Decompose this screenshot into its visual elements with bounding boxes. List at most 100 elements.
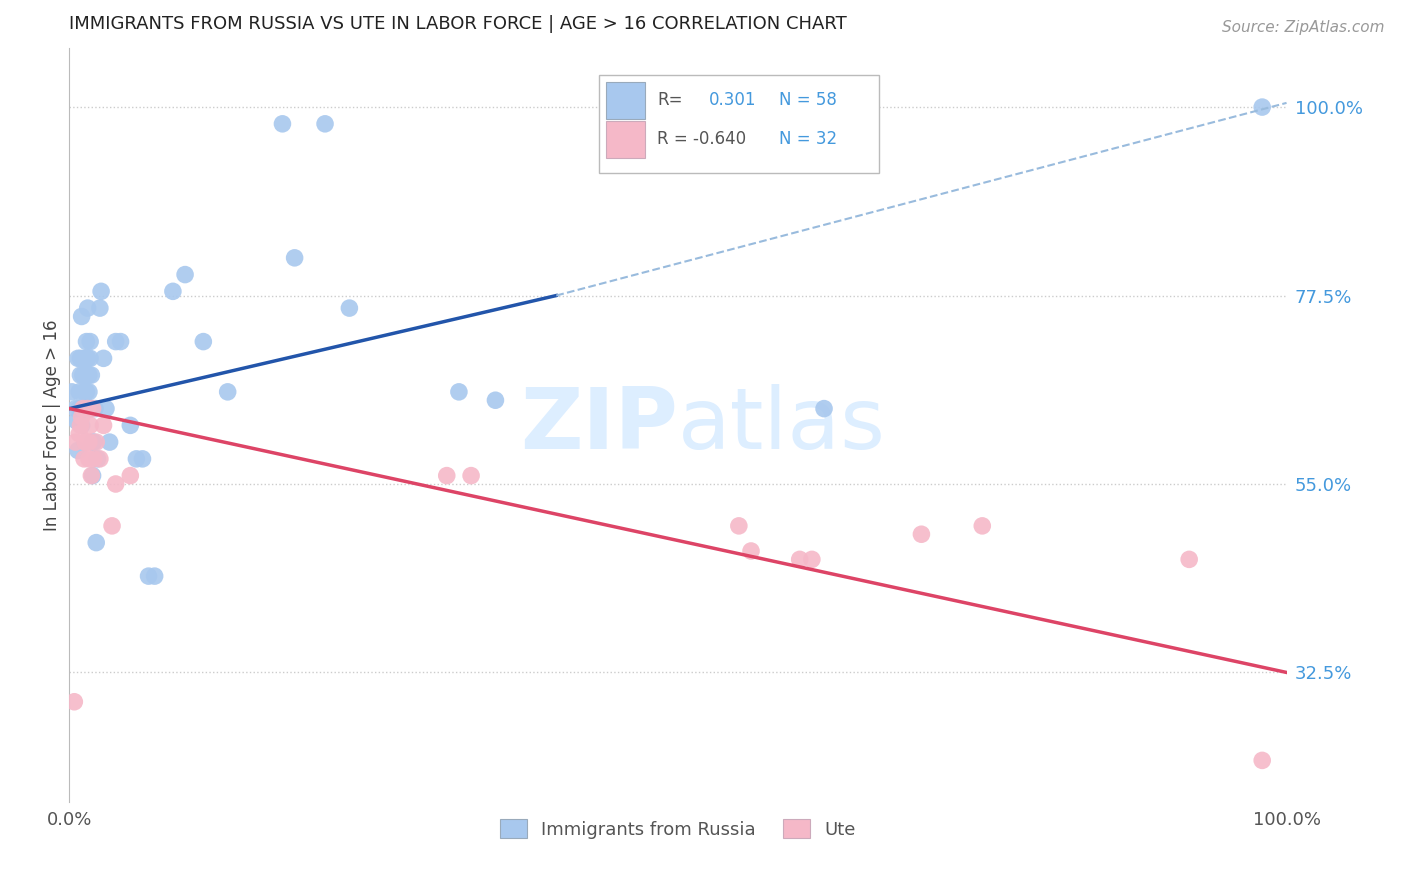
Point — [67, 426, 90, 441]
Point — [436, 468, 458, 483]
FancyBboxPatch shape — [606, 120, 645, 158]
Point — [1251, 100, 1274, 114]
Point — [89, 451, 111, 466]
Point — [65, 401, 87, 416]
Point — [484, 393, 506, 408]
Point — [73, 384, 96, 399]
Point — [72, 401, 94, 416]
Point — [789, 552, 811, 566]
Point — [120, 418, 142, 433]
Point — [337, 301, 360, 315]
Point — [93, 418, 115, 433]
Text: R=: R= — [658, 91, 683, 109]
Point — [75, 435, 97, 450]
Point — [143, 569, 166, 583]
Point — [125, 451, 148, 466]
Point — [70, 409, 93, 424]
Point — [84, 535, 107, 549]
Point — [90, 285, 112, 299]
Y-axis label: In Labor Force | Age > 16: In Labor Force | Age > 16 — [44, 319, 60, 531]
FancyBboxPatch shape — [599, 75, 879, 173]
Text: N = 58: N = 58 — [779, 91, 837, 109]
Point — [77, 384, 100, 399]
Point — [72, 401, 94, 416]
Point — [138, 569, 160, 583]
Point — [76, 401, 98, 416]
Point — [69, 418, 91, 433]
Point — [162, 285, 184, 299]
Point — [79, 418, 101, 433]
Point — [75, 351, 97, 366]
Point — [84, 435, 107, 450]
Point — [69, 351, 91, 366]
Point — [83, 435, 105, 450]
Point — [77, 435, 100, 450]
Point — [110, 334, 132, 349]
Point — [80, 468, 103, 483]
Point — [70, 418, 93, 433]
Point — [75, 368, 97, 383]
Point — [79, 351, 101, 366]
Point — [740, 544, 762, 558]
Point — [66, 443, 89, 458]
Point — [94, 401, 117, 416]
Point — [98, 435, 121, 450]
Text: Source: ZipAtlas.com: Source: ZipAtlas.com — [1222, 20, 1385, 35]
Point — [76, 435, 98, 450]
Point — [77, 451, 100, 466]
Point — [217, 384, 239, 399]
Point — [271, 117, 294, 131]
Point — [131, 451, 153, 466]
Point — [101, 519, 124, 533]
Point — [76, 401, 98, 416]
Point — [76, 351, 98, 366]
Point — [82, 468, 104, 483]
Point — [66, 351, 89, 366]
Point — [84, 401, 107, 416]
Point — [83, 451, 105, 466]
Point — [79, 334, 101, 349]
Point — [447, 384, 470, 399]
Point — [800, 552, 823, 566]
FancyBboxPatch shape — [606, 81, 645, 119]
Point — [76, 301, 98, 315]
Legend: Immigrants from Russia, Ute: Immigrants from Russia, Ute — [492, 813, 863, 846]
Point — [76, 384, 98, 399]
Point — [93, 351, 115, 366]
Text: IMMIGRANTS FROM RUSSIA VS UTE IN LABOR FORCE | AGE > 16 CORRELATION CHART: IMMIGRANTS FROM RUSSIA VS UTE IN LABOR F… — [69, 15, 848, 33]
Point — [72, 368, 94, 383]
Point — [89, 301, 111, 315]
Point — [76, 334, 98, 349]
Point — [86, 451, 108, 466]
Point — [60, 384, 83, 399]
Point — [1178, 552, 1201, 566]
Point — [82, 435, 104, 450]
Text: R = -0.640: R = -0.640 — [658, 130, 747, 148]
Point — [65, 435, 87, 450]
Point — [63, 695, 86, 709]
Point — [104, 477, 127, 491]
Point — [80, 401, 103, 416]
Point — [73, 451, 96, 466]
Point — [314, 117, 336, 131]
Point — [80, 368, 103, 383]
Point — [460, 468, 482, 483]
Point — [67, 384, 90, 399]
Point — [70, 310, 93, 324]
Text: N = 32: N = 32 — [779, 130, 837, 148]
Point — [284, 251, 307, 265]
Point — [174, 268, 197, 282]
Point — [82, 401, 104, 416]
Point — [120, 468, 142, 483]
Point — [69, 368, 91, 383]
Text: 0.301: 0.301 — [709, 91, 756, 109]
Point — [104, 334, 127, 349]
Point — [66, 414, 89, 428]
Text: ZIP: ZIP — [520, 384, 678, 467]
Point — [67, 401, 90, 416]
Point — [1251, 753, 1274, 767]
Point — [813, 401, 835, 416]
Point — [193, 334, 215, 349]
Point — [972, 519, 994, 533]
Point — [728, 519, 751, 533]
